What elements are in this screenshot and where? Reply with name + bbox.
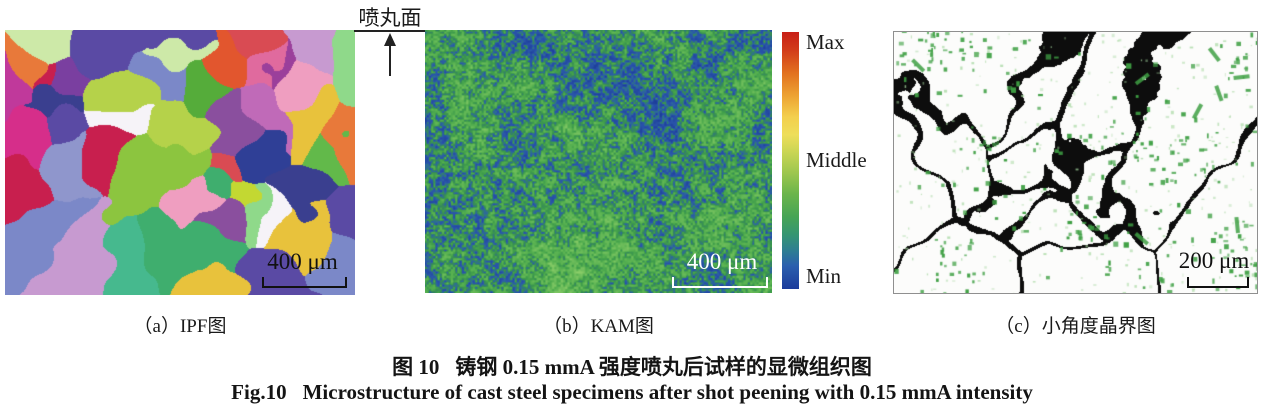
shot-peening-surface-label: 喷丸面: [358, 6, 422, 30]
scale-bar-label-a: 400 μm: [267, 249, 338, 274]
panel-caption-c: （c）小角度晶界图: [995, 316, 1156, 337]
figure-caption-chinese: 图 10 铸钢 0.15 mmA 强度喷丸后试样的显微组织图: [0, 351, 1264, 381]
lagb-map-frame: [893, 31, 1258, 294]
kam-map-image: [425, 30, 772, 293]
lagb-map-image: [894, 32, 1257, 293]
up-arrow-icon: [384, 33, 396, 76]
figure-number-cn: 图 10: [392, 355, 440, 379]
scale-bar-label-c: 200 μm: [1178, 248, 1250, 273]
scale-bar-label-b: 400 μm: [686, 249, 758, 274]
figure-title-cn: 铸钢 0.15 mmA 强度喷丸后试样的显微组织图: [455, 355, 872, 379]
figure-caption-english: Fig.10 Microstructure of cast steel speci…: [0, 380, 1264, 405]
ipf-map-image: [5, 30, 355, 295]
panel-caption-a: （a）IPF图: [133, 316, 227, 337]
colorbar-label-middle: Middle: [806, 148, 867, 172]
surface-indicator-line: [354, 30, 426, 32]
figure-number-en: Fig.10: [231, 380, 287, 404]
scale-bar-b: [672, 277, 768, 288]
figure-title-en: Microstructure of cast steel specimens a…: [302, 380, 1033, 404]
colorbar-label-max: Max: [806, 30, 845, 54]
colorbar-label-min: Min: [806, 264, 842, 288]
scale-bar-a: [262, 277, 347, 288]
colorbar-gradient: [782, 32, 799, 289]
scale-bar-c: [1187, 277, 1249, 288]
panel-caption-b: （b）KAM图: [543, 316, 654, 337]
